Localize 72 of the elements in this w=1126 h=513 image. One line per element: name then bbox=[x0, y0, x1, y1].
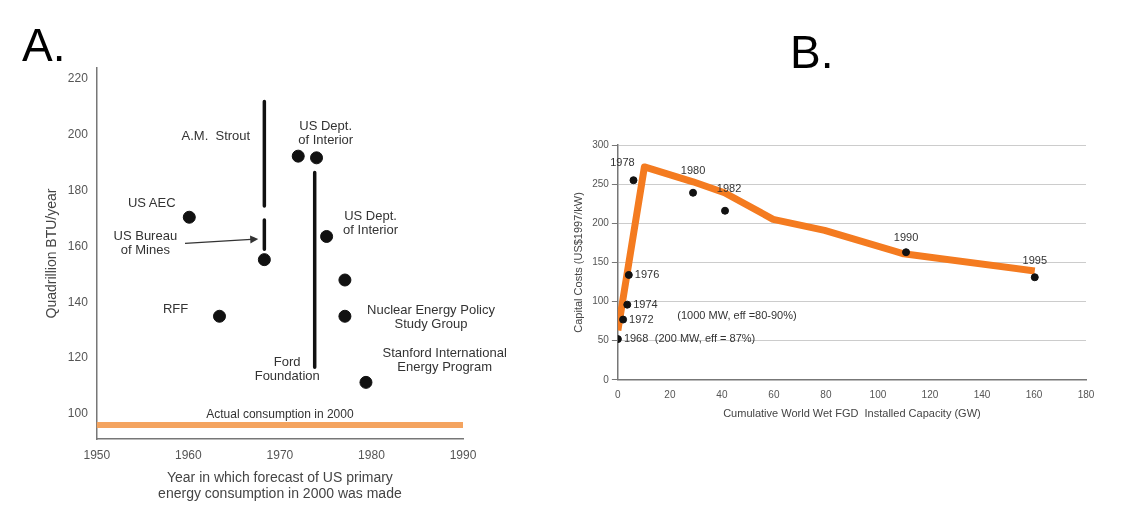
y-tick-label: 200 bbox=[67, 127, 89, 142]
x-tick-label: 40 bbox=[716, 388, 728, 400]
x-tick-label: 100 bbox=[869, 388, 887, 400]
annotation: A.M. Strout bbox=[181, 128, 251, 144]
x-tick-label: 120 bbox=[921, 388, 939, 400]
point bbox=[212, 309, 226, 323]
annotation: 1982 bbox=[716, 181, 742, 194]
y-tick-label: 50 bbox=[597, 334, 610, 346]
annotation: 1974 bbox=[633, 297, 658, 310]
point bbox=[623, 300, 632, 309]
x-axis-title: Year in which forecast of US primary energy consumption in 2000 was made bbox=[158, 468, 402, 502]
x-tick-label: 180 bbox=[1077, 388, 1095, 400]
x-tick-label: 140 bbox=[973, 388, 991, 400]
point bbox=[619, 315, 628, 324]
annotation: US Bureau of Mines bbox=[113, 228, 178, 258]
y-tick-label: 180 bbox=[67, 183, 89, 198]
x-tick-label: 60 bbox=[768, 388, 780, 400]
x-tick-label: 160 bbox=[1025, 388, 1043, 400]
y-axis-title: Capital Costs (US$1997/kW) bbox=[571, 192, 584, 333]
y-tick-label: 250 bbox=[592, 177, 610, 189]
y-tick-label: 300 bbox=[592, 138, 610, 150]
point bbox=[1030, 273, 1039, 282]
point bbox=[689, 188, 698, 197]
point bbox=[310, 151, 324, 165]
y-tick-label: 220 bbox=[67, 71, 89, 86]
y-tick-label: 150 bbox=[592, 256, 610, 268]
point bbox=[182, 210, 196, 224]
annotation: 1990 bbox=[893, 231, 919, 244]
annotation: Nuclear Energy Policy Study Group bbox=[367, 302, 496, 332]
annotation: Ford Foundation bbox=[254, 353, 320, 383]
annotation: US AEC bbox=[127, 194, 176, 210]
x-tick-label: 1990 bbox=[449, 447, 477, 462]
y-tick-label: 100 bbox=[592, 295, 610, 307]
point bbox=[902, 248, 911, 257]
y-tick-label: 200 bbox=[592, 217, 610, 229]
point bbox=[624, 270, 633, 279]
annotation: 1972 bbox=[629, 312, 654, 325]
point bbox=[629, 176, 638, 185]
x-tick-label: 1960 bbox=[175, 447, 203, 462]
chart-title: A. bbox=[22, 18, 66, 72]
x-tick-label: 0 bbox=[615, 388, 622, 400]
annotation: 1968 bbox=[623, 332, 649, 345]
y-tick-label: 140 bbox=[67, 294, 89, 309]
annotation: 1980 bbox=[680, 163, 706, 176]
y-axis-title: Quadrillion BTU/year bbox=[43, 188, 60, 319]
point bbox=[320, 229, 334, 243]
y-tick-label: 100 bbox=[67, 406, 89, 421]
point bbox=[338, 309, 352, 323]
point bbox=[291, 149, 305, 163]
y-tick-label: 0 bbox=[603, 373, 610, 385]
annotation: (200 MW, eff = 87%) bbox=[654, 331, 756, 344]
point bbox=[338, 273, 352, 287]
y-tick-label: 120 bbox=[67, 350, 89, 365]
chart-title: B. bbox=[790, 25, 834, 79]
annotation: RFF bbox=[162, 300, 189, 316]
annotation: Stanford International Energy Program bbox=[382, 345, 507, 375]
annotation: US Dept. of Interior bbox=[298, 118, 354, 148]
point bbox=[257, 253, 271, 267]
x-tick-label: 1950 bbox=[83, 447, 111, 462]
annotation: 1995 bbox=[1022, 254, 1048, 267]
point bbox=[721, 206, 730, 215]
point bbox=[359, 375, 373, 389]
annotation: (1000 MW, eff =80-90%) bbox=[677, 309, 797, 322]
x-axis-title: Cumulative World Wet FGD Installed Capacity (GW) bbox=[723, 407, 981, 420]
x-tick-label: 20 bbox=[664, 388, 676, 400]
x-tick-label: 1970 bbox=[266, 447, 294, 462]
annotation: US Dept. of Interior bbox=[343, 207, 399, 237]
annotation: 1976 bbox=[634, 267, 660, 280]
y-tick-label: 160 bbox=[67, 238, 89, 253]
ref-line-label: Actual consumption in 2000 bbox=[206, 407, 354, 422]
x-tick-label: 1980 bbox=[358, 447, 386, 462]
x-tick-label: 80 bbox=[820, 388, 832, 400]
